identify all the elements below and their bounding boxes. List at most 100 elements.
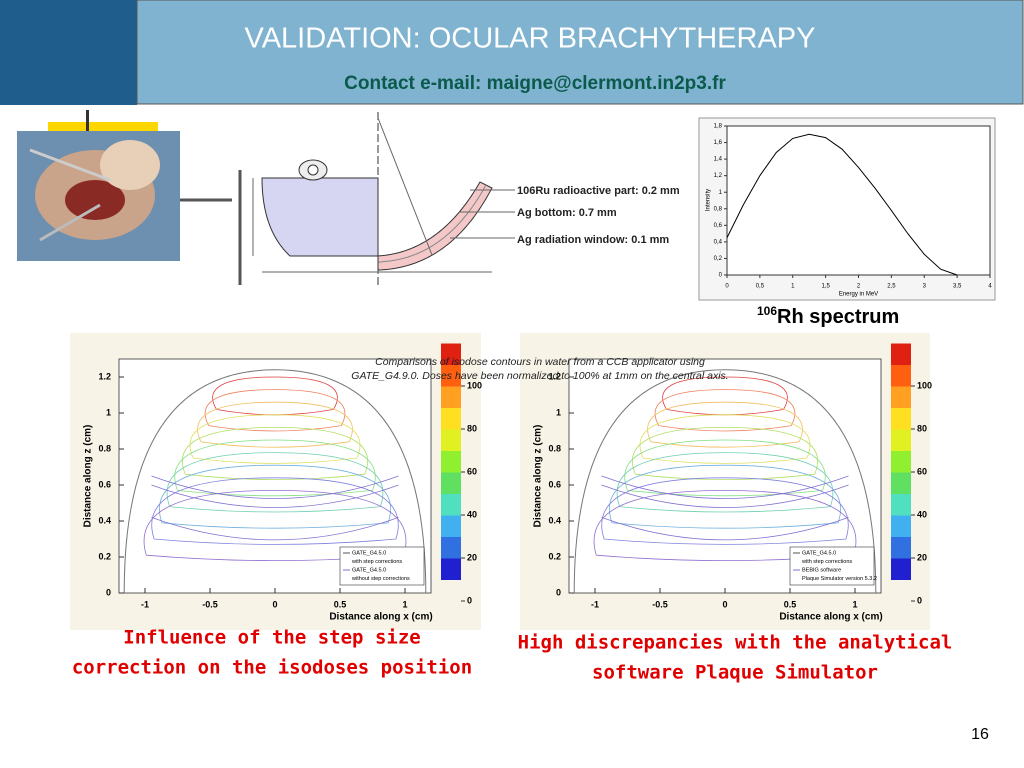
comparison-note: Comparisons of isodose contours in water… [375,356,705,368]
y-tick-label: 0 [556,587,561,597]
isodose-contour [624,439,826,497]
isodose-contour [159,464,391,529]
colorbar-label: 80 [467,423,477,433]
x-tick-label: -1 [141,599,149,609]
isodose-contour [151,517,399,541]
y-tick-label: 0.8 [98,443,111,453]
legend-box [339,546,425,586]
x-tick-label: 2,5 [887,284,896,290]
diagram-label: Ag radiation window: 0.1 mm [517,234,669,246]
legend-text: with step corrections [351,559,402,565]
colorbar-cell [891,343,911,365]
y-tick-label: 0,6 [714,223,723,229]
colorbar-label: 40 [467,509,477,519]
legend-text: GATE_G4.5.0 [802,550,836,556]
x-tick-label: 3 [923,284,927,290]
y-tick-label: 0.4 [98,515,111,525]
colorbar-cell [441,429,461,451]
x-tick-label: 1 [852,599,857,609]
colorbar-cell [891,537,911,559]
isodose-contour [647,401,803,448]
accent [48,122,158,131]
isodose-contour [609,464,841,529]
spectrum-caption: 106Rh spectrum [757,304,899,328]
colorbar-cell [891,365,911,387]
x-tick-label: 0,5 [756,284,765,290]
isodose-contour [639,414,811,464]
colorbar-cell [891,472,911,494]
colorbar-label: 60 [917,466,927,476]
legend-text: without step corrections [351,576,410,582]
colorbar-label: 100 [917,380,932,390]
plot-caption: Influence of the step size [123,627,420,649]
isodose-contour [181,426,369,480]
colorbar-cell [441,408,461,430]
y-tick-label: 1.2 [548,371,561,381]
y-tick-label: 0.6 [98,479,111,489]
colorbar-label: 60 [467,466,477,476]
colorbar-label: 20 [917,552,927,562]
y-tick-label: 0.8 [548,443,561,453]
colorbar-cell [441,537,461,559]
colorbar-label: 0 [917,595,922,605]
legend-text: BEBIG software [802,567,841,573]
x-tick-label: 0 [722,599,727,609]
colorbar-cell [891,494,911,516]
header-block [0,0,137,105]
x-tick-label: 4 [988,284,992,290]
isodose-contour [151,475,399,499]
subtitle: Contact e-mail: maigne@clermont.in2p3.fr [344,73,726,94]
colorbar-cell [891,408,911,430]
colorbar-cell [441,558,461,580]
x-tick-label: 3,5 [953,284,962,290]
y-tick-label: 0,2 [714,256,723,262]
isodose-contour [151,484,399,508]
y-axis-label: Distance along z (cm) [83,425,94,528]
y-tick-label: 0,4 [714,239,723,245]
y-tick-label: 1,8 [714,124,723,130]
isodose-contour [174,439,376,497]
x-tick-label: 1 [402,599,407,609]
plot-caption: software Plaque Simulator [592,662,878,684]
plot-caption: High discrepancies with the analytical [518,632,953,654]
legend-text: GATE_G4.5.0 [352,567,386,573]
x-tick-label: 0 [272,599,277,609]
isodose-contour [143,489,407,561]
isodose-contour [631,426,819,480]
accent [86,110,89,132]
colorbar-label: 0 [467,595,472,605]
dome [123,369,427,594]
caption-text: Rh spectrum [777,306,899,328]
x-tick-label: 1 [791,284,795,290]
diagram-label: 106Ru radioactive part: 0.2 mm [517,185,680,197]
colorbar-cell [441,515,461,537]
colorbar-cell [891,558,911,580]
page-number: 16 [971,726,989,743]
x-axis-label: Distance along x (cm) [329,612,432,623]
applicator-drawing [252,112,515,285]
isodose-contour [616,452,834,513]
colorbar-cell [441,494,461,516]
diagram-label: Ag bottom: 0.7 mm [517,207,617,219]
x-tick-label: 0 [725,284,729,290]
x-tick-label: 2 [857,284,861,290]
x-tick-label: 0.5 [334,599,347,609]
isodose-contour [601,484,849,508]
legend-text: with step corrections [801,559,852,565]
y-tick-label: 0.2 [548,551,561,561]
colorbar-label: 100 [467,380,482,390]
y-tick-label: 1.2 [98,371,111,381]
colorbar-cell [441,343,461,365]
y-tick-label: 0 [106,587,111,597]
colorbar-label: 40 [917,509,927,519]
colorbar-label: 20 [467,552,477,562]
isodose-contour [197,401,353,448]
spectrum-line [726,133,958,276]
y-tick-label: 1 [556,407,561,417]
colorbar-cell [891,451,911,473]
x-tick-label: 1,5 [821,284,830,290]
colorbar-cell [441,365,461,387]
y-tick-label: 0 [719,273,723,279]
